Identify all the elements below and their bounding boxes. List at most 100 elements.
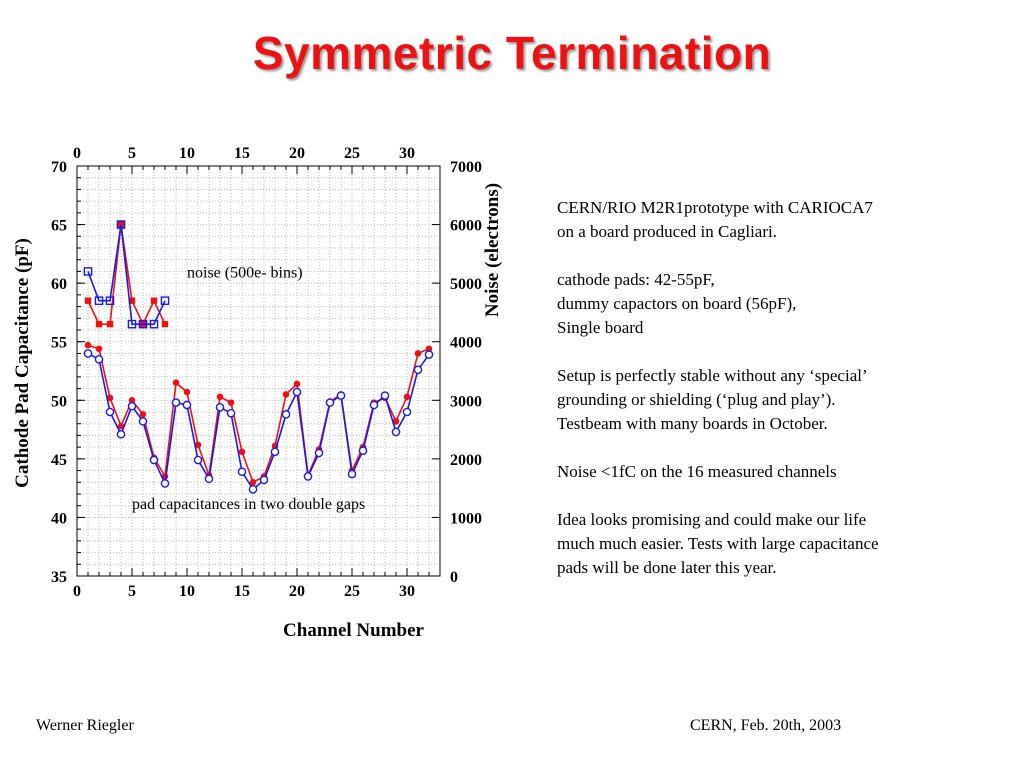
x-tick-label: 20 [289,583,305,600]
y-right-tick-label: 4000 [450,335,482,352]
note-line: Single board [557,318,644,337]
data-point [149,455,159,465]
data-point [325,398,335,407]
y-right-tick-label: 5000 [450,276,482,293]
data-point [216,393,224,401]
data-point [314,448,324,458]
y-right-tick-label: 3000 [450,393,482,410]
data-point [117,422,125,430]
note-paragraph: cathode pads: 42-55pF, dummy capactors o… [557,268,1007,340]
y-left-tick-label: 55 [51,335,67,352]
data-point [358,446,368,455]
data-point [160,479,170,488]
data-point [238,448,246,456]
data-point [391,427,401,437]
data-point [237,467,247,477]
data-point [127,319,137,329]
capacitance-noise-chart: 0055101015152020252530303540455055606570… [12,145,503,641]
series-line-3 [87,224,166,325]
data-point [392,418,400,425]
data-point [94,296,104,306]
data-point [413,365,423,375]
x-tick-label: 0 [73,583,81,600]
data-point [106,320,114,328]
data-point [116,220,126,229]
y-right-tick-label: 1000 [450,510,482,527]
annotation-pad-capacitances: pad capacitances in two double gaps [132,496,365,513]
data-point [292,387,302,397]
y-left-tick-label: 40 [51,510,67,527]
data-point [425,345,433,353]
footer-author: Werner Riegler [36,717,134,734]
y-right-tick-label: 6000 [450,218,482,235]
x-tick-label-top: 20 [289,145,305,162]
data-point [160,296,170,306]
data-point [403,393,411,401]
data-point [194,441,202,449]
data-point [226,408,236,418]
note-line: Setup is perfectly stable without any ‘s… [557,366,868,385]
note-paragraph: Noise <1fC on the 16 measured channels [557,460,1007,484]
data-point [204,474,214,484]
data-point [149,319,159,329]
note-paragraph: Setup is perfectly stable without any ‘s… [557,364,1007,436]
note-line: Idea looks promising and could make our … [557,510,867,529]
notes-panel: CERN/RIO M2R1prototype with CARIOCA7 on … [557,196,1007,604]
data-point [139,411,147,418]
data-point [347,469,357,479]
y-left-tick-label: 60 [51,276,67,293]
slide-title: Symmetric Termination [252,27,772,79]
x-tick-label: 25 [344,583,360,600]
data-point [171,398,181,407]
y-left-tick-label: 65 [51,218,67,235]
note-line: dummy capactors on board (56pF), [557,294,797,313]
series-line-1 [87,352,430,491]
data-point [182,400,192,410]
x-tick-label-top: 30 [399,145,415,162]
x-axis-label: Channel Number [283,620,424,641]
data-point [303,472,313,481]
data-point [105,296,115,306]
data-point [215,403,225,412]
y-axis-left-label: Cathode Pad Capacitance (pF) [12,238,33,488]
x-tick-label: 15 [234,583,250,600]
note-paragraph: CERN/RIO M2R1prototype with CARIOCA7 on … [557,196,1007,244]
x-tick-label: 30 [399,583,415,600]
data-point [128,297,136,304]
y-left-tick-label: 50 [51,393,67,410]
data-point [138,319,148,329]
data-point [127,401,137,411]
data-point [94,354,104,364]
chart-series [83,220,434,494]
note-line: Noise <1fC on the 16 measured channels [557,462,837,481]
y-right-tick-label: 0 [450,569,458,586]
data-point [293,380,301,388]
note-line: Testbeam with many boards in October. [557,414,828,433]
data-point [138,417,148,426]
data-point [369,400,379,410]
data-point [116,429,126,439]
footer-date: CERN, Feb. 20th, 2003 [690,717,842,734]
chart-grid [77,166,440,576]
data-point [270,447,280,457]
plot-frame [76,165,441,577]
data-point [84,297,92,304]
series-line-0 [87,344,430,484]
data-point [95,320,103,328]
note-line: much much easier. Tests with large capac… [557,534,879,553]
data-point [105,407,115,417]
note-line: cathode pads: 42-55pF, [557,270,715,289]
y-left-tick-label: 35 [51,569,67,586]
annotation-noise-bins: noise (500e- bins) [187,264,303,281]
data-point [424,350,434,359]
data-point [402,407,412,417]
data-point [150,297,158,304]
x-tick-label: 5 [128,583,136,600]
data-point [106,394,114,402]
data-point [336,391,346,400]
note-line: pads will be done later this year. [557,558,777,577]
y-right-tick-label: 2000 [450,452,482,469]
x-tick-label-top: 10 [179,145,195,162]
data-point [282,391,290,398]
data-point [414,350,422,357]
